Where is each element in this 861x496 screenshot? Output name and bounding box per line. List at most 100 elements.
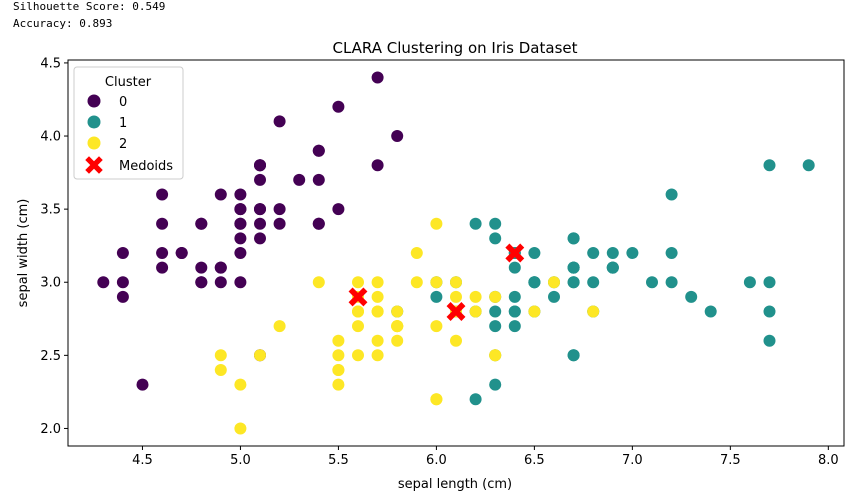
cluster-2-point	[371, 349, 384, 362]
legend-marker-medoids	[85, 156, 103, 174]
cluster-0-point	[371, 71, 384, 84]
cluster-0-point	[332, 100, 345, 113]
cluster-1-point	[763, 305, 776, 318]
y-axis-label: sepal width (cm)	[16, 199, 31, 308]
cluster-0-point	[116, 290, 129, 303]
cluster-2-point	[371, 276, 384, 289]
cluster-1-point	[489, 217, 502, 230]
medoid-marker	[446, 302, 466, 321]
y-tick-label: 2.5	[40, 349, 61, 364]
cluster-2-point	[469, 290, 482, 303]
chart-title: CLARA Clustering on Iris Dataset	[332, 39, 577, 57]
x-tick-label: 8.0	[818, 453, 839, 468]
cluster-0-point	[116, 276, 129, 289]
x-tick-label: 6.5	[524, 453, 545, 468]
cluster-2-point	[450, 290, 462, 303]
cluster-0-point	[97, 276, 110, 289]
cluster-0-point	[214, 188, 227, 201]
cluster-1-point	[606, 247, 619, 259]
cluster-0-point	[254, 173, 266, 186]
legend-title: Cluster	[105, 75, 152, 90]
cluster-1-point	[508, 320, 521, 333]
x-tick-label: 5.5	[328, 453, 349, 468]
cluster-2-point	[273, 320, 286, 333]
cluster-1-point	[508, 261, 521, 274]
cluster-0-point	[214, 261, 227, 274]
legend-label-0: 0	[119, 95, 127, 110]
cluster-1-point	[430, 290, 443, 303]
cluster-0-point	[391, 130, 404, 142]
cluster-0-point	[156, 217, 169, 230]
cluster-1-point	[606, 261, 619, 274]
cluster-0-point	[371, 159, 384, 172]
cluster-1-point	[508, 290, 521, 303]
y-tick-label: 3.5	[40, 203, 61, 218]
cluster-2-point	[352, 305, 364, 318]
cluster-1-point	[665, 247, 678, 259]
x-tick-label: 4.5	[132, 453, 153, 468]
cluster-2-point	[254, 349, 266, 362]
x-axis-label: sepal length (cm)	[398, 477, 512, 492]
cluster-0-point	[293, 173, 306, 186]
cluster-0-point	[312, 173, 325, 186]
cluster-2-point	[214, 364, 227, 376]
cluster-2-point	[352, 349, 364, 362]
y-tick-label: 3.0	[40, 276, 61, 291]
y-tick-label: 4.0	[40, 130, 61, 145]
cluster-2-point	[332, 378, 345, 391]
cluster-0-point	[254, 159, 266, 172]
legend-marker-1	[87, 115, 101, 129]
cluster-0-point	[234, 247, 247, 259]
cluster-0-point	[156, 247, 169, 259]
cluster-2-point	[528, 305, 541, 318]
cluster-1-point	[548, 290, 560, 303]
cluster-2-point	[312, 276, 325, 289]
cluster-0-point	[214, 276, 227, 289]
cluster-1-point	[567, 349, 580, 362]
medoids-layer	[348, 243, 525, 321]
silhouette-score-text: Silhouette Score: 0.549	[13, 0, 166, 13]
cluster-2-point	[430, 217, 443, 230]
cluster-0-point	[273, 203, 286, 216]
legend-marker-0	[87, 94, 101, 108]
cluster-0-point	[195, 276, 208, 289]
cluster-0-point	[312, 217, 325, 230]
cluster-2-point	[391, 305, 404, 318]
cluster-0-point	[234, 203, 247, 216]
cluster-0-point	[234, 188, 247, 201]
cluster-1-point	[508, 305, 521, 318]
cluster-0-point	[273, 115, 286, 128]
cluster-1-point	[704, 305, 717, 318]
cluster-2-point	[332, 349, 345, 362]
cluster-2-point	[489, 349, 502, 362]
cluster-0-point	[312, 144, 325, 157]
cluster-1-point	[763, 334, 776, 347]
cluster-2-point	[391, 320, 404, 333]
cluster-2-point	[587, 305, 600, 318]
cluster-0-point	[175, 247, 188, 259]
cluster-2-point	[410, 276, 423, 289]
cluster-1-point	[469, 393, 482, 406]
cluster-2-point	[234, 422, 247, 435]
cluster-1-point	[528, 247, 541, 259]
cluster-0-point	[195, 261, 208, 274]
medoid-marker	[348, 287, 368, 307]
cluster-2-point	[469, 305, 482, 318]
cluster-1-point	[469, 217, 482, 230]
plot-area	[68, 60, 844, 446]
cluster-1-point	[489, 305, 502, 318]
cluster-0-point	[195, 217, 208, 230]
cluster-2-point	[430, 393, 443, 406]
cluster-2-point	[371, 334, 384, 347]
cluster-2-point	[489, 290, 502, 303]
cluster-1-point	[763, 159, 776, 172]
cluster-1-point	[489, 378, 502, 391]
cluster-0-point	[254, 232, 266, 245]
x-tick-label: 5.0	[230, 453, 251, 468]
cluster-1-point	[528, 276, 541, 289]
cluster-1-point	[626, 247, 639, 259]
x-tick-label: 7.0	[622, 453, 643, 468]
cluster-2-point	[352, 276, 364, 289]
cluster-0-point	[136, 378, 149, 391]
